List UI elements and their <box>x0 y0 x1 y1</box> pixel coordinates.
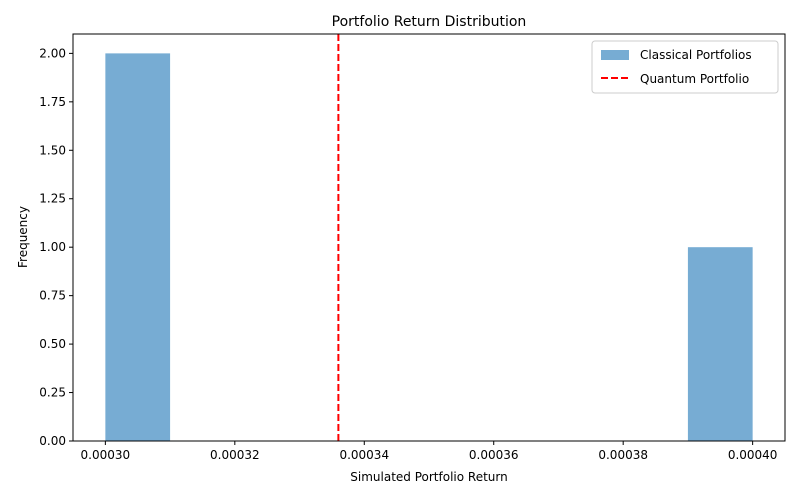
histogram-bar-0 <box>105 53 171 441</box>
y-tick-label: 0.50 <box>39 337 66 351</box>
y-tick-label: 1.00 <box>39 240 66 254</box>
legend-label-quantum: Quantum Portfolio <box>640 72 749 86</box>
x-tick-label: 0.00030 <box>81 448 131 462</box>
x-tick-label: 0.00038 <box>598 448 648 462</box>
y-tick-label: 0.00 <box>39 434 66 448</box>
bars-layer <box>105 53 753 441</box>
y-tick-label: 1.50 <box>39 143 66 157</box>
y-tick-label: 0.75 <box>39 289 66 303</box>
legend: Classical Portfolios Quantum Portfolio <box>591 40 779 94</box>
legend-swatch-classical <box>601 50 629 60</box>
chart-title: Portfolio Return Distribution <box>332 14 527 30</box>
x-tick-label: 0.00040 <box>728 448 778 462</box>
x-tick-label: 0.00032 <box>210 448 260 462</box>
legend-box <box>591 40 779 94</box>
x-tick-label: 0.00036 <box>469 448 519 462</box>
legend-label-classical: Classical Portfolios <box>640 48 752 62</box>
y-axis-ticks: 0.00 0.25 0.50 0.75 1.00 1.25 1.50 1.75 2.00 <box>39 46 73 448</box>
x-axis-label: Simulated Portfolio Return <box>350 470 507 484</box>
plot-frame <box>72 33 786 442</box>
x-axis-ticks: 0.00030 0.00032 0.00034 0.00036 0.00038 0.000… <box>81 441 778 462</box>
y-tick-label: 1.25 <box>39 192 66 206</box>
y-tick-label: 1.75 <box>39 95 66 109</box>
y-tick-label: 0.25 <box>39 386 66 400</box>
x-tick-label: 0.00034 <box>339 448 389 462</box>
y-axis-label: Frequency <box>16 206 30 268</box>
y-tick-label: 2.00 <box>39 46 66 60</box>
histogram-bar-1 <box>687 247 753 441</box>
